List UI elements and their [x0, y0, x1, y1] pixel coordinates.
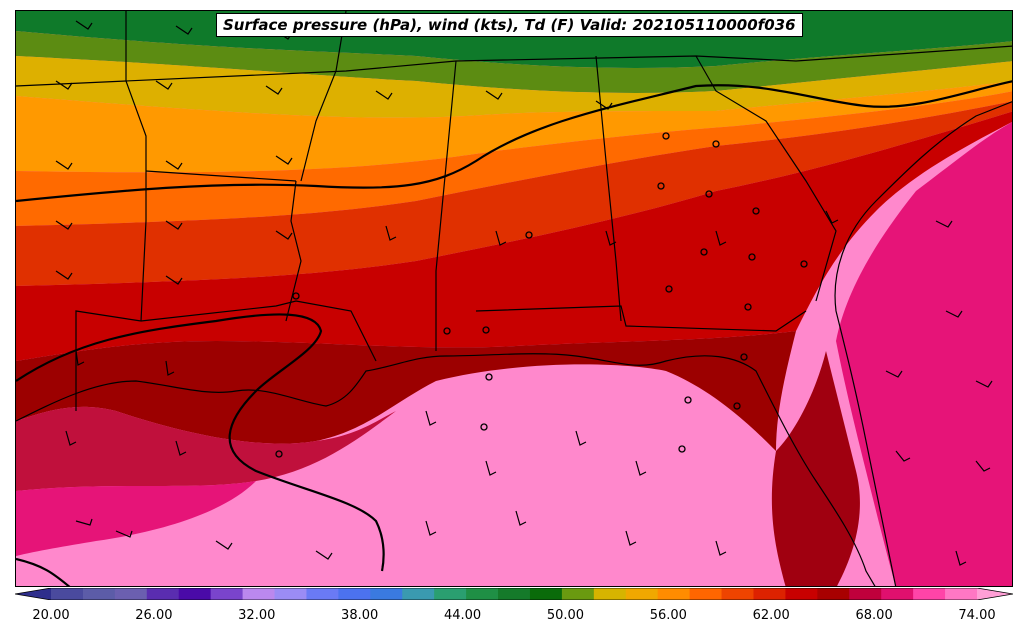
colorbar-segment	[51, 588, 84, 600]
colorbar-segment	[146, 588, 180, 600]
colorbar-tick-label: 68.00	[855, 608, 893, 623]
colorbar-segment	[881, 588, 914, 600]
colorbar-segment	[817, 588, 850, 600]
colorbar-segment	[689, 588, 723, 600]
colorbar-segment	[849, 588, 882, 600]
colorbar-segment	[625, 588, 659, 600]
td-band-yellow	[16, 56, 1012, 118]
dewpoint-map	[16, 11, 1012, 586]
colorbar-tick-label: 20.00	[32, 608, 70, 623]
colorbar-segment	[274, 588, 307, 600]
td-band-dark-red	[16, 331, 796, 451]
colorbar-segment	[498, 588, 531, 600]
td-band-red-orange	[16, 101, 1012, 286]
colorbar-segment	[753, 588, 786, 600]
colorbar-segment	[210, 588, 244, 600]
td-band-red	[16, 111, 1012, 361]
colorbar-segment	[402, 588, 435, 600]
colorbar-segment	[306, 588, 339, 600]
colorbar-segment	[593, 588, 627, 600]
colorbar-segment	[178, 588, 212, 600]
colorbar-segment	[82, 588, 116, 600]
colorbar-segment	[721, 588, 754, 600]
dewpoint-colorbar	[15, 588, 1013, 600]
map-panel	[15, 10, 1013, 587]
station-markers	[275, 132, 808, 458]
colorbar-segment	[242, 588, 276, 600]
colorbar-tick-label: 38.00	[341, 608, 379, 623]
colorbar-segment	[945, 588, 978, 600]
colorbar-segment	[657, 588, 691, 600]
wind-barbs	[55, 20, 993, 566]
colorbar-tick-label: 74.00	[958, 608, 996, 623]
colorbar-extend-low	[15, 588, 51, 600]
colorbar-segment	[561, 588, 595, 600]
colorbar-segment	[466, 588, 499, 600]
colorbar-segment	[913, 588, 946, 600]
colorbar-tick-label: 56.00	[649, 608, 687, 623]
colorbar-tick-label: 32.00	[238, 608, 276, 623]
colorbar-tick-label: 44.00	[443, 608, 482, 623]
isobars	[16, 80, 1012, 586]
td-band-dark-orange	[16, 91, 1012, 226]
map-title: Surface pressure (hPa), wind (kts), Td (…	[216, 13, 803, 37]
td-band-magenta	[836, 122, 1012, 586]
colorbar-extend-high	[977, 588, 1013, 600]
td-band-magenta-west	[16, 481, 256, 556]
colorbar-segment	[114, 588, 148, 600]
td-band-dark-red-florida	[771, 351, 860, 586]
colorbar-segment	[370, 588, 403, 600]
td-band-orange	[16, 81, 1012, 173]
colorbar-segment	[529, 588, 563, 600]
td-band-olive	[16, 31, 1012, 93]
colorbar-tick-label: 62.00	[752, 608, 790, 623]
colorbar-segment	[785, 588, 818, 600]
td-band-crimson	[16, 406, 396, 491]
colorbar-segment	[434, 588, 467, 600]
colorbar-tick-label: 26.00	[135, 608, 173, 623]
coastline	[16, 101, 1012, 586]
colorbar-segment	[338, 588, 371, 600]
colorbar-tick-label: 50.00	[546, 608, 585, 623]
